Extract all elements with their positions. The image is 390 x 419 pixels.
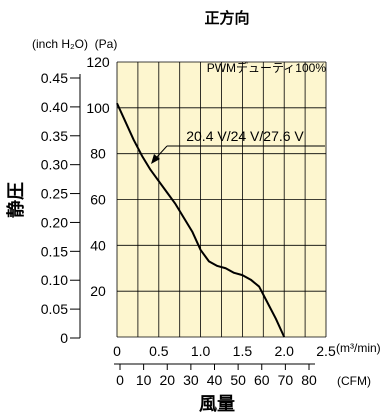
x2-tick-label: 30 (183, 372, 199, 388)
x-tick-label: 0 (113, 343, 121, 359)
x-tick-label: 2.5 (316, 343, 336, 359)
x2-tick-label: 50 (230, 372, 246, 388)
y2-tick-label: 0.35 (41, 128, 68, 144)
leader-line (155, 145, 168, 159)
y2-axis-unit: (inch H₂O) (32, 37, 88, 51)
x-axis-unit: (m³/min) (336, 341, 381, 355)
y2-tick-label: 0.30 (41, 157, 68, 173)
curve-label: 20.4 V/24 V/27.6 V (186, 128, 304, 144)
y2-tick-label: 0 (60, 330, 68, 346)
x2-tick-label: 70 (278, 372, 294, 388)
x2-tick-label: 10 (136, 372, 152, 388)
x2-tick-label: 60 (254, 372, 270, 388)
y2-tick-label: 0.15 (41, 243, 68, 259)
y-tick-label: 120 (86, 54, 110, 70)
y2-tick-label: 0.20 (41, 214, 68, 230)
series-line (116, 102, 286, 338)
x2-tick-label: 80 (301, 372, 317, 388)
y2-tick-label: 0.40 (41, 99, 68, 115)
x-tick-label: 0.5 (149, 343, 169, 359)
y2-tick-label: 0.10 (41, 272, 68, 288)
y2-tick-label: 0.05 (41, 301, 68, 317)
y2-tick-label: 0.45 (41, 70, 68, 86)
x-tick-label: 1.5 (233, 343, 253, 359)
x-axis-title: 風量 (199, 393, 235, 414)
y-tick-label: 40 (90, 237, 106, 253)
x2-tick-label: 20 (159, 372, 175, 388)
x2-tick-label: 40 (207, 372, 223, 388)
y-tick-label: 100 (86, 100, 110, 116)
y-tick-label: 20 (90, 283, 106, 299)
y-axis-title: 静圧 (5, 182, 26, 218)
x2-axis-unit: (CFM) (337, 374, 371, 388)
y-axis-unit: (Pa) (95, 37, 118, 51)
y-tick-label: 80 (90, 146, 106, 162)
leader-arrowhead (151, 154, 160, 164)
chart-title: 正方向 (204, 9, 249, 27)
x-tick-label: 1.0 (191, 343, 211, 359)
y2-tick-label: 0.25 (41, 186, 68, 202)
y-tick-label: 60 (90, 192, 106, 208)
x2-tick-label: 0 (116, 372, 124, 388)
x-tick-label: 2.0 (274, 343, 294, 359)
top-annotation: PWMデューティ100% (207, 60, 327, 75)
